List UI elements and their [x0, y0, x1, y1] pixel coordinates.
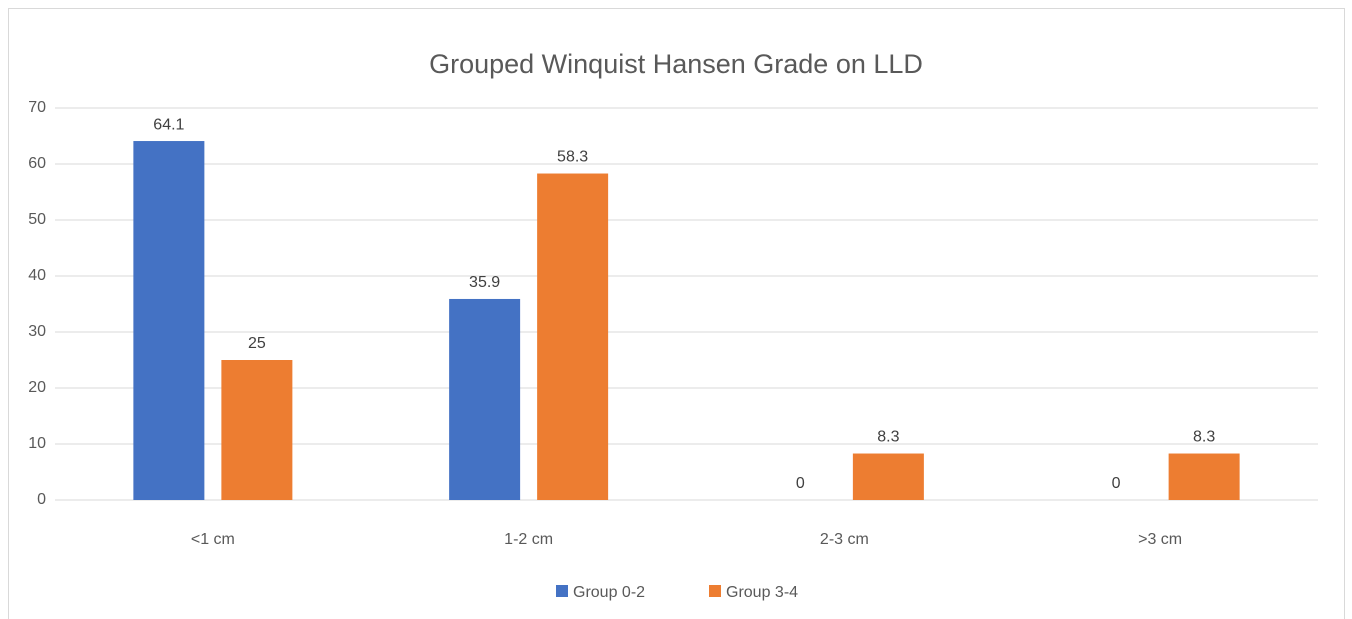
- chart-border: [8, 8, 1345, 619]
- y-tick-label: 40: [28, 267, 46, 284]
- value-label: 25: [248, 335, 266, 352]
- y-tick-label: 20: [28, 379, 46, 396]
- x-tick-label: 2-3 cm: [820, 531, 869, 548]
- value-label: 58.3: [557, 149, 588, 166]
- value-label: 8.3: [1193, 429, 1215, 446]
- bar: [537, 173, 609, 500]
- legend-swatch: [709, 585, 721, 597]
- value-label: 0: [796, 475, 805, 492]
- y-tick-label: 70: [28, 99, 46, 116]
- value-label: 35.9: [469, 274, 500, 291]
- x-tick-label: 1-2 cm: [504, 531, 553, 548]
- y-tick-label: 30: [28, 323, 46, 340]
- bar: [1168, 453, 1240, 500]
- bar: [449, 298, 521, 500]
- value-label: 0: [1112, 475, 1121, 492]
- legend-label: Group 0-2: [573, 584, 645, 601]
- x-tick-label: <1 cm: [191, 531, 235, 548]
- value-label: 64.1: [153, 116, 184, 133]
- y-tick-label: 0: [37, 491, 46, 508]
- legend-swatch: [556, 585, 568, 597]
- y-tick-label: 10: [28, 435, 46, 452]
- bar: [133, 141, 205, 501]
- legend-label: Group 3-4: [726, 584, 798, 601]
- y-tick-label: 60: [28, 155, 46, 172]
- bar: [852, 453, 924, 500]
- bar: [221, 360, 293, 500]
- value-label: 8.3: [877, 429, 899, 446]
- x-tick-label: >3 cm: [1138, 531, 1182, 548]
- y-tick-label: 50: [28, 211, 46, 228]
- chart-title: Grouped Winquist Hansen Grade on LLD: [429, 49, 923, 79]
